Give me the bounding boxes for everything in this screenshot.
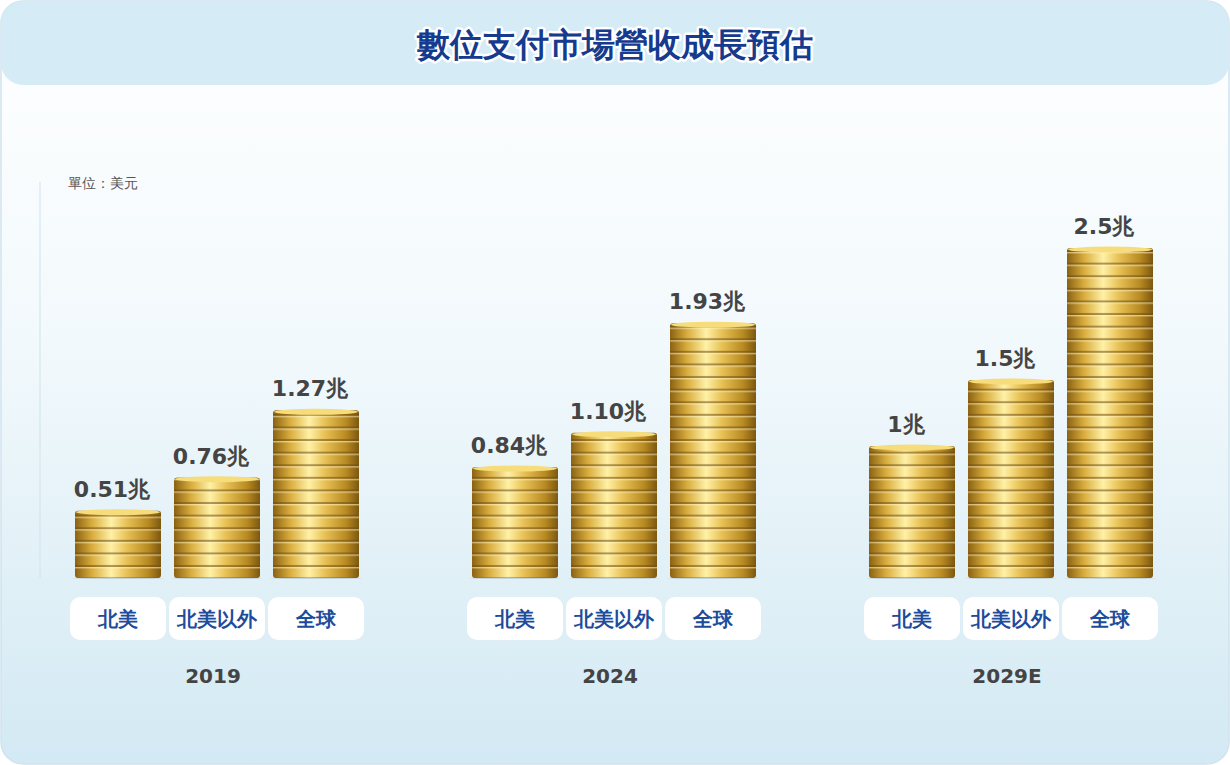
series-pill [963,597,1059,640]
shadow [664,577,762,579]
bar [571,433,657,578]
coin-lines [174,478,260,578]
coin-top [175,476,259,482]
data-label: 2.5兆 [1074,214,1136,239]
bar [75,511,161,578]
series-pill [1062,597,1158,640]
series-pill [70,597,166,640]
data-label: 0.84兆 [471,433,548,458]
bar [968,380,1054,578]
coin-stack [273,409,359,578]
coin-stack [174,476,260,578]
category-label: 2029E [972,664,1041,688]
coin-top [870,445,954,451]
series-label: 北美 [97,607,138,631]
shadow [1061,577,1159,579]
data-label: 1.5兆 [975,346,1037,371]
data-label: 0.51兆 [74,477,151,502]
chart-root: 數位支付市場營收成長預估單位：美元 0.51兆北美 0.76兆北美以外 1.27兆全球… [0,0,1230,765]
series-pill [467,597,563,640]
coin-lines [869,446,955,578]
title: 數位支付市場營收成長預估 [416,25,813,64]
bar [869,446,955,578]
coin-stack [869,445,955,579]
bar [670,323,756,578]
coin-lines [1067,248,1153,578]
data-label: 1兆 [887,412,925,437]
shadow [565,577,663,579]
coin-stack [472,466,558,578]
shadow [863,577,961,579]
data-label: 1.10兆 [570,399,647,424]
category-label: 2019 [185,664,241,688]
bar [174,478,260,578]
coin-top [969,379,1053,385]
coin-stack [1067,247,1153,579]
bar [472,467,558,578]
data-label: 1.27兆 [272,376,349,401]
unit-label: 單位：美元 [68,175,138,191]
shadow [466,577,564,579]
coin-top [572,431,656,437]
series-pill [169,597,265,640]
coin-top [671,322,755,328]
coin-top [473,466,557,472]
bars [69,247,1159,580]
shadow [962,577,1060,579]
coin-stack [571,431,657,578]
title-bar [1,1,1229,85]
coin-stack [968,379,1054,579]
series-pill [665,597,761,640]
series-pill [268,597,364,640]
series-label: 全球 [1089,607,1131,631]
series-label: 北美以外 [176,607,258,631]
series-label: 北美 [891,607,932,631]
series-pill [566,597,662,640]
shadow [69,577,167,579]
shadow [168,577,266,579]
bar [273,410,359,578]
series-label: 北美以外 [573,607,655,631]
coin-lines [75,511,161,578]
series-pill [864,597,960,640]
coin-lines [670,323,756,578]
data-label: 0.76兆 [173,444,250,469]
coin-top [274,409,358,415]
series-label: 北美以外 [970,607,1052,631]
bar [1067,248,1153,578]
series-label: 全球 [295,607,337,631]
labels: 0.51兆北美 0.76兆北美以外 1.27兆全球 2019 0.84兆北美 1.10兆北… [70,214,1158,688]
series-label: 北美 [494,607,535,631]
shadow [267,577,365,579]
coin-top [1068,247,1152,253]
data-label: 1.93兆 [669,289,746,314]
coin-top [76,509,160,515]
series-label: 全球 [692,607,734,631]
coin-lines [273,410,359,578]
coin-lines [472,467,558,578]
coin-lines [571,433,657,578]
coin-stack [75,509,161,578]
value-axis-line [40,182,41,578]
background [1,1,1229,764]
coin-stack [670,322,756,578]
coin-lines [968,380,1054,578]
category-label: 2024 [582,664,638,688]
